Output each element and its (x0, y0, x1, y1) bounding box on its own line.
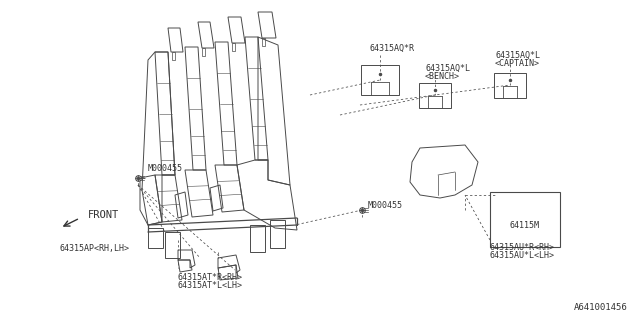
Text: A641001456: A641001456 (574, 303, 628, 312)
Bar (490, 192, 560, 247)
Text: FRONT: FRONT (88, 210, 119, 220)
Text: 64315AQ*L: 64315AQ*L (425, 63, 470, 73)
Text: <BENCH>: <BENCH> (425, 71, 460, 81)
Text: 64315AT*R<RH>: 64315AT*R<RH> (178, 274, 243, 283)
Text: 64315AQ*R: 64315AQ*R (370, 44, 415, 52)
Text: 64315AT*L<LH>: 64315AT*L<LH> (178, 282, 243, 291)
Text: 64115M: 64115M (510, 220, 540, 229)
Text: 64315AU*L<LH>: 64315AU*L<LH> (490, 252, 555, 260)
Text: 64315AQ*L: 64315AQ*L (495, 51, 540, 60)
Text: 64315AU*R<RH>: 64315AU*R<RH> (490, 244, 555, 252)
Text: M000455: M000455 (148, 164, 183, 172)
Text: <CAPTAIN>: <CAPTAIN> (495, 59, 540, 68)
Text: 64315AP<RH,LH>: 64315AP<RH,LH> (60, 244, 130, 252)
Text: M000455: M000455 (368, 202, 403, 211)
